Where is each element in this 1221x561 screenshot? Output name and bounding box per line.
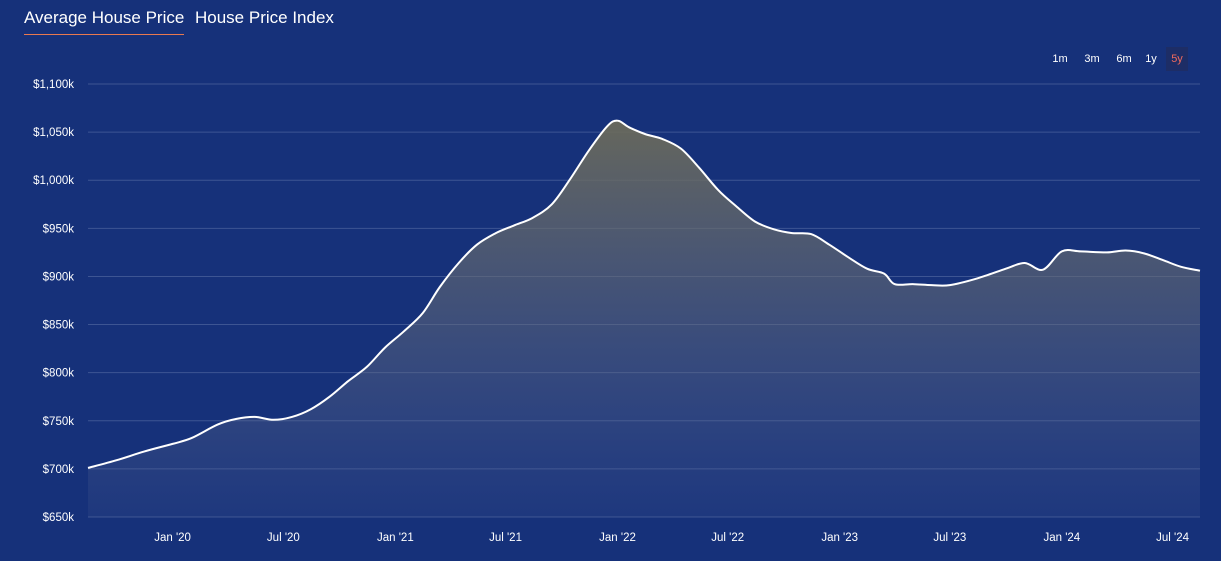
price-area [88,120,1200,517]
x-tick-label: Jan '21 [377,532,414,544]
x-axis: Jan '20 Jul '20 Jan '21 Jul '21 Jan '22 Jul '… [154,532,1189,544]
y-tick-label: $750k [43,416,75,428]
y-tick-label: $950k [43,223,75,235]
range-5y-button[interactable]: 5y [1166,47,1188,71]
x-tick-label: Jul '21 [489,532,522,544]
x-tick-label: Jul '23 [933,532,966,544]
y-tick-label: $700k [43,464,75,476]
x-tick-label: Jul '24 [1156,532,1189,544]
y-tick-label: $1,100k [33,79,74,91]
range-1m-button[interactable]: 1m [1052,53,1068,65]
x-tick-label: Jul '22 [711,532,744,544]
x-tick-label: Jan '24 [1043,532,1080,544]
price-line[interactable] [87,119,1201,469]
y-tick-label: $850k [43,320,75,332]
range-6m-button[interactable]: 6m [1116,53,1132,65]
y-tick-label: $900k [43,271,75,283]
x-tick-label: Jan '22 [599,532,636,544]
x-tick-label: Jan '23 [821,532,858,544]
y-tick-label: $1,000k [33,175,74,187]
y-axis: $650k $700k $750k $800k $850k $900k $950k $1,00… [33,79,74,524]
range-3m-button[interactable]: 3m [1084,53,1100,65]
range-1y-button[interactable]: 1y [1145,53,1157,65]
y-tick-label: $1,050k [33,127,74,139]
y-tick-label: $800k [43,368,75,380]
x-tick-label: Jul '20 [267,532,300,544]
tab-house-price-index[interactable]: House Price Index [195,8,334,27]
tab-average-house-price[interactable]: Average House Price [24,6,185,35]
x-tick-label: Jan '20 [154,532,191,544]
y-tick-label: $650k [43,512,75,524]
